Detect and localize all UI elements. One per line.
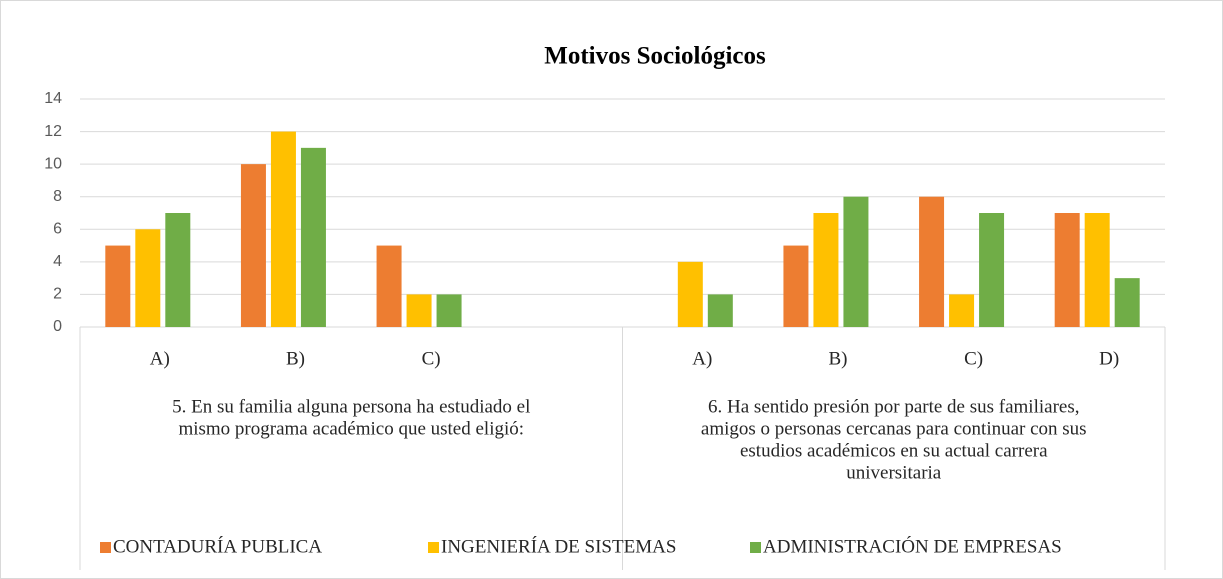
y-tick-label: 6 bbox=[53, 221, 62, 238]
bar bbox=[707, 294, 733, 327]
bar bbox=[783, 245, 809, 327]
group-label: estudios académicos en su actual carrera bbox=[740, 440, 1048, 461]
bar bbox=[677, 261, 703, 327]
bar bbox=[406, 294, 432, 327]
bar bbox=[135, 229, 161, 327]
group-label: universitaria bbox=[846, 462, 942, 483]
bar bbox=[165, 213, 191, 327]
legend-swatch bbox=[100, 542, 111, 553]
bar bbox=[979, 213, 1005, 327]
bar bbox=[843, 196, 869, 327]
y-tick-label: 10 bbox=[44, 155, 62, 172]
bar bbox=[105, 245, 131, 327]
x-tick-label: D) bbox=[1099, 348, 1119, 369]
legend-label: ADMINISTRACIÓN DE EMPRESAS bbox=[763, 535, 1062, 557]
legend-swatch bbox=[428, 542, 439, 553]
group-label: mismo programa académico que usted eligi… bbox=[178, 418, 524, 439]
y-tick-label: 4 bbox=[53, 253, 62, 270]
legend-label: CONTADURÍA PUBLICA bbox=[113, 535, 322, 557]
bar bbox=[949, 294, 975, 327]
bar bbox=[919, 196, 945, 327]
bar bbox=[1114, 278, 1140, 327]
x-tick-label: B) bbox=[828, 348, 847, 369]
bar bbox=[270, 131, 296, 327]
y-tick-label: 0 bbox=[53, 318, 62, 335]
legend-label: INGENIERÍA DE SISTEMAS bbox=[441, 535, 676, 557]
y-tick-label: 2 bbox=[53, 286, 62, 303]
x-tick-label: B) bbox=[286, 348, 305, 369]
x-tick-label: A) bbox=[150, 348, 170, 369]
bar bbox=[376, 245, 402, 327]
bar bbox=[436, 294, 462, 327]
group-label: 6. Ha sentido presión por parte de sus f… bbox=[708, 396, 1079, 417]
group-label: 5. En su familia alguna persona ha estud… bbox=[172, 396, 530, 417]
group-label: amigos o personas cercanas para continua… bbox=[701, 418, 1087, 439]
bar bbox=[300, 147, 326, 327]
y-tick-label: 8 bbox=[53, 188, 62, 205]
x-tick-label: A) bbox=[692, 348, 712, 369]
x-tick-label: C) bbox=[422, 348, 441, 369]
legend-swatch bbox=[750, 542, 761, 553]
y-tick-label: 12 bbox=[44, 123, 62, 140]
y-tick-label: 14 bbox=[44, 90, 62, 107]
bar bbox=[1084, 213, 1110, 327]
bar bbox=[813, 213, 839, 327]
bar bbox=[1054, 213, 1080, 327]
x-tick-label: C) bbox=[964, 348, 983, 369]
chart-title: Motivos Sociológicos bbox=[544, 43, 766, 70]
bar bbox=[240, 164, 266, 327]
